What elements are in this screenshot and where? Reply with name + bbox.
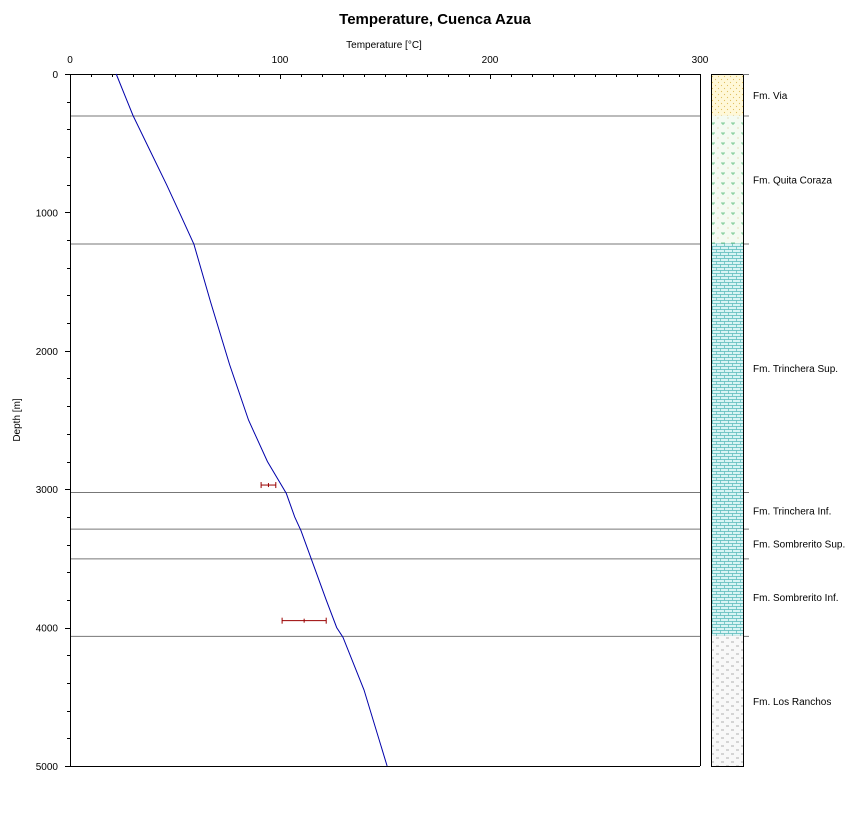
x-axis-ticks: 0 100 200 300 bbox=[67, 55, 709, 79]
formation-block bbox=[711, 115, 743, 244]
y-tick-label: 4000 bbox=[36, 624, 59, 635]
formation-label: Fm. Via bbox=[753, 91, 788, 102]
y-tick-label: 2000 bbox=[36, 347, 59, 358]
formation-block bbox=[711, 74, 743, 116]
temperature-series bbox=[115, 73, 388, 767]
lithology-column-frame bbox=[711, 74, 744, 767]
chart-title: Temperature, Cuenca Azua bbox=[339, 11, 531, 28]
formation-label: Fm. Quita Coraza bbox=[753, 176, 832, 187]
y-axis-ticks: 0 1000 2000 3000 4000 5000 bbox=[36, 70, 70, 773]
formation-block bbox=[711, 243, 743, 492]
temperature-measurements bbox=[260, 482, 327, 624]
formation-label: Fm. Sombrerito Sup. bbox=[753, 540, 845, 551]
x-tick-label: 0 bbox=[67, 55, 73, 66]
formation-label: Fm. Sombrerito Inf. bbox=[753, 593, 839, 604]
formation-block bbox=[711, 635, 743, 766]
formation-boundaries bbox=[70, 115, 700, 637]
temperature-measurement bbox=[281, 617, 327, 624]
x-tick-label: 300 bbox=[692, 55, 709, 66]
temperature-profile-line bbox=[115, 73, 388, 767]
lithology-column bbox=[711, 74, 749, 767]
formation-block bbox=[711, 491, 743, 529]
x-tick-label: 200 bbox=[482, 55, 499, 66]
formation-label: Fm. Trinchera Inf. bbox=[753, 506, 831, 517]
y-tick-label: 3000 bbox=[36, 485, 59, 496]
formation-label: Fm. Los Ranchos bbox=[753, 697, 831, 708]
formation-block bbox=[711, 528, 743, 559]
formation-labels: Fm. Via Fm. Quita Coraza Fm. Trinchera Sup… bbox=[753, 91, 845, 708]
x-axis-title: Temperature [°C] bbox=[346, 40, 422, 51]
formation-label: Fm. Trinchera Sup. bbox=[753, 364, 838, 375]
x-tick-label: 100 bbox=[272, 55, 289, 66]
formation-block bbox=[711, 558, 743, 636]
temperature-measurement bbox=[260, 482, 277, 489]
y-axis-title: Depth [m] bbox=[12, 398, 23, 442]
y-tick-label: 0 bbox=[52, 70, 58, 81]
y-tick-label: 1000 bbox=[36, 208, 59, 219]
y-tick-label: 5000 bbox=[36, 762, 59, 773]
